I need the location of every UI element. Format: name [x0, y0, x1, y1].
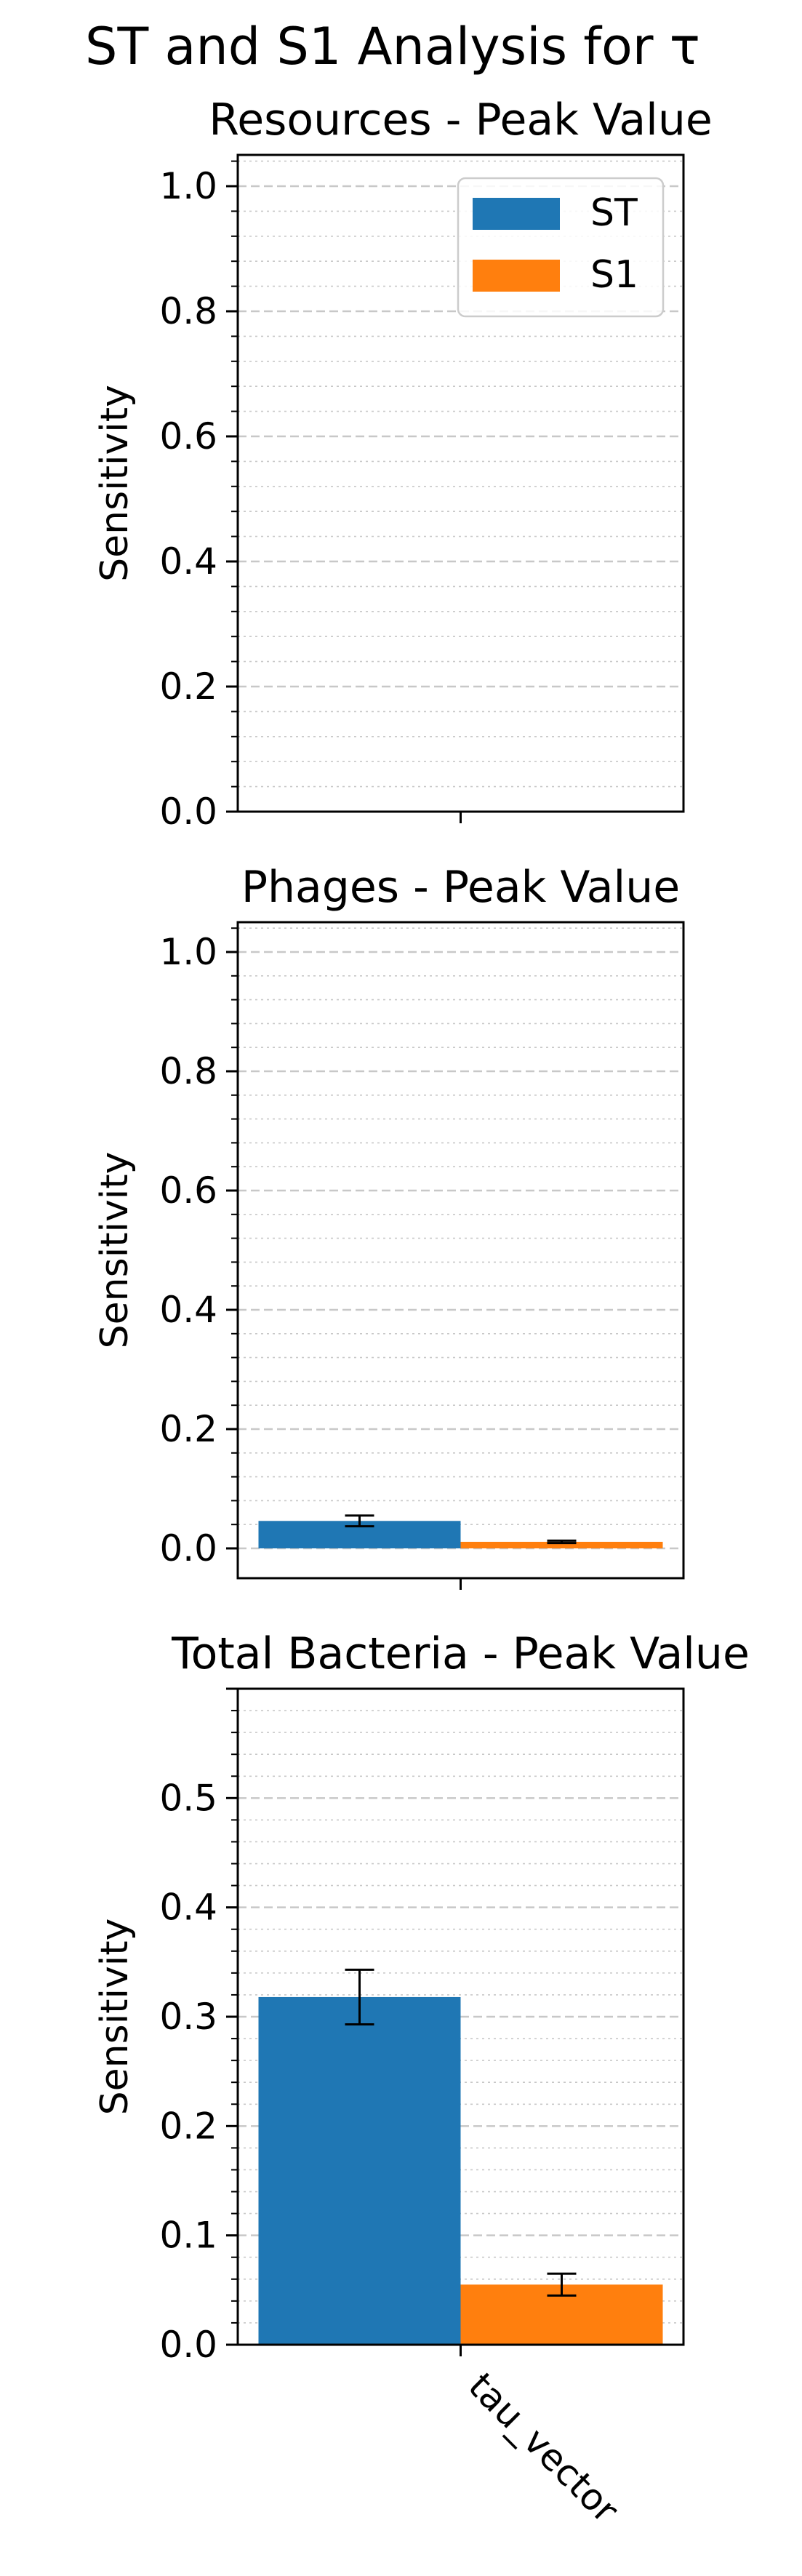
legend-swatch-st	[473, 198, 560, 230]
y-tick-label: 0.4	[159, 1289, 217, 1331]
legend-swatch-s1	[473, 260, 560, 292]
y-axis-label: Sensitivity	[93, 385, 137, 582]
y-tick-label: 0.8	[159, 1050, 217, 1092]
axes-frame	[236, 921, 685, 1580]
y-tick-label: 1.0	[159, 165, 217, 207]
legend-label-st: ST	[590, 191, 638, 235]
subplot-title: Total Bacteria - Peak Value	[171, 1628, 750, 1679]
subplot-1: 0.0 0.2 0.4 0.6 0.8 1.0 Resources - Peak Value…	[93, 95, 713, 833]
y-axis-label: Sensitivity	[93, 1152, 137, 1349]
legend-label-s1: S1	[590, 253, 638, 297]
bar-st	[258, 1996, 461, 2345]
subplot-2: 0.0 0.2 0.4 0.6 0.8 1.0 Phages - Peak Value Sen…	[93, 862, 685, 1590]
y-tick-label: 0.6	[159, 1169, 217, 1212]
y-tick-label: 0.3	[159, 1996, 217, 2038]
figure-title: ST and S1 Analysis for τ	[85, 17, 700, 76]
y-tick-label: 0.0	[159, 2324, 217, 2366]
y-tick-label: 0.4	[159, 1887, 217, 1929]
y-tick-label: 0.5	[159, 1777, 217, 1819]
y-tick-label: 0.8	[159, 290, 217, 332]
y-tick-label: 0.0	[159, 1527, 217, 1569]
y-tick-label: 0.1	[159, 2215, 217, 2257]
y-tick-label: 0.2	[159, 2105, 217, 2147]
y-tick-label: 0.0	[159, 791, 217, 833]
y-tick-label: 0.2	[159, 1408, 217, 1450]
legend: ST S1	[457, 177, 665, 318]
subplot-3: 0.0 0.1 0.2 0.3 0.4 0.5 tau_vector Total Bacter…	[93, 1628, 750, 2532]
subplot-title: Resources - Peak Value	[209, 95, 713, 145]
subplot-title: Phages - Peak Value	[241, 862, 680, 913]
bar-s1	[460, 1541, 663, 1548]
y-tick-label: 0.6	[159, 415, 217, 457]
y-axis-label: Sensitivity	[93, 1919, 137, 2116]
y-tick-label: 0.2	[159, 665, 217, 708]
y-tick-label: 0.4	[159, 540, 217, 583]
y-tick-label: 1.0	[159, 931, 217, 973]
subplots: 0.0 0.2 0.4 0.6 0.8 1.0 Resources - Peak Value…	[93, 95, 750, 2532]
x-tick-label: tau_vector	[460, 2364, 627, 2531]
